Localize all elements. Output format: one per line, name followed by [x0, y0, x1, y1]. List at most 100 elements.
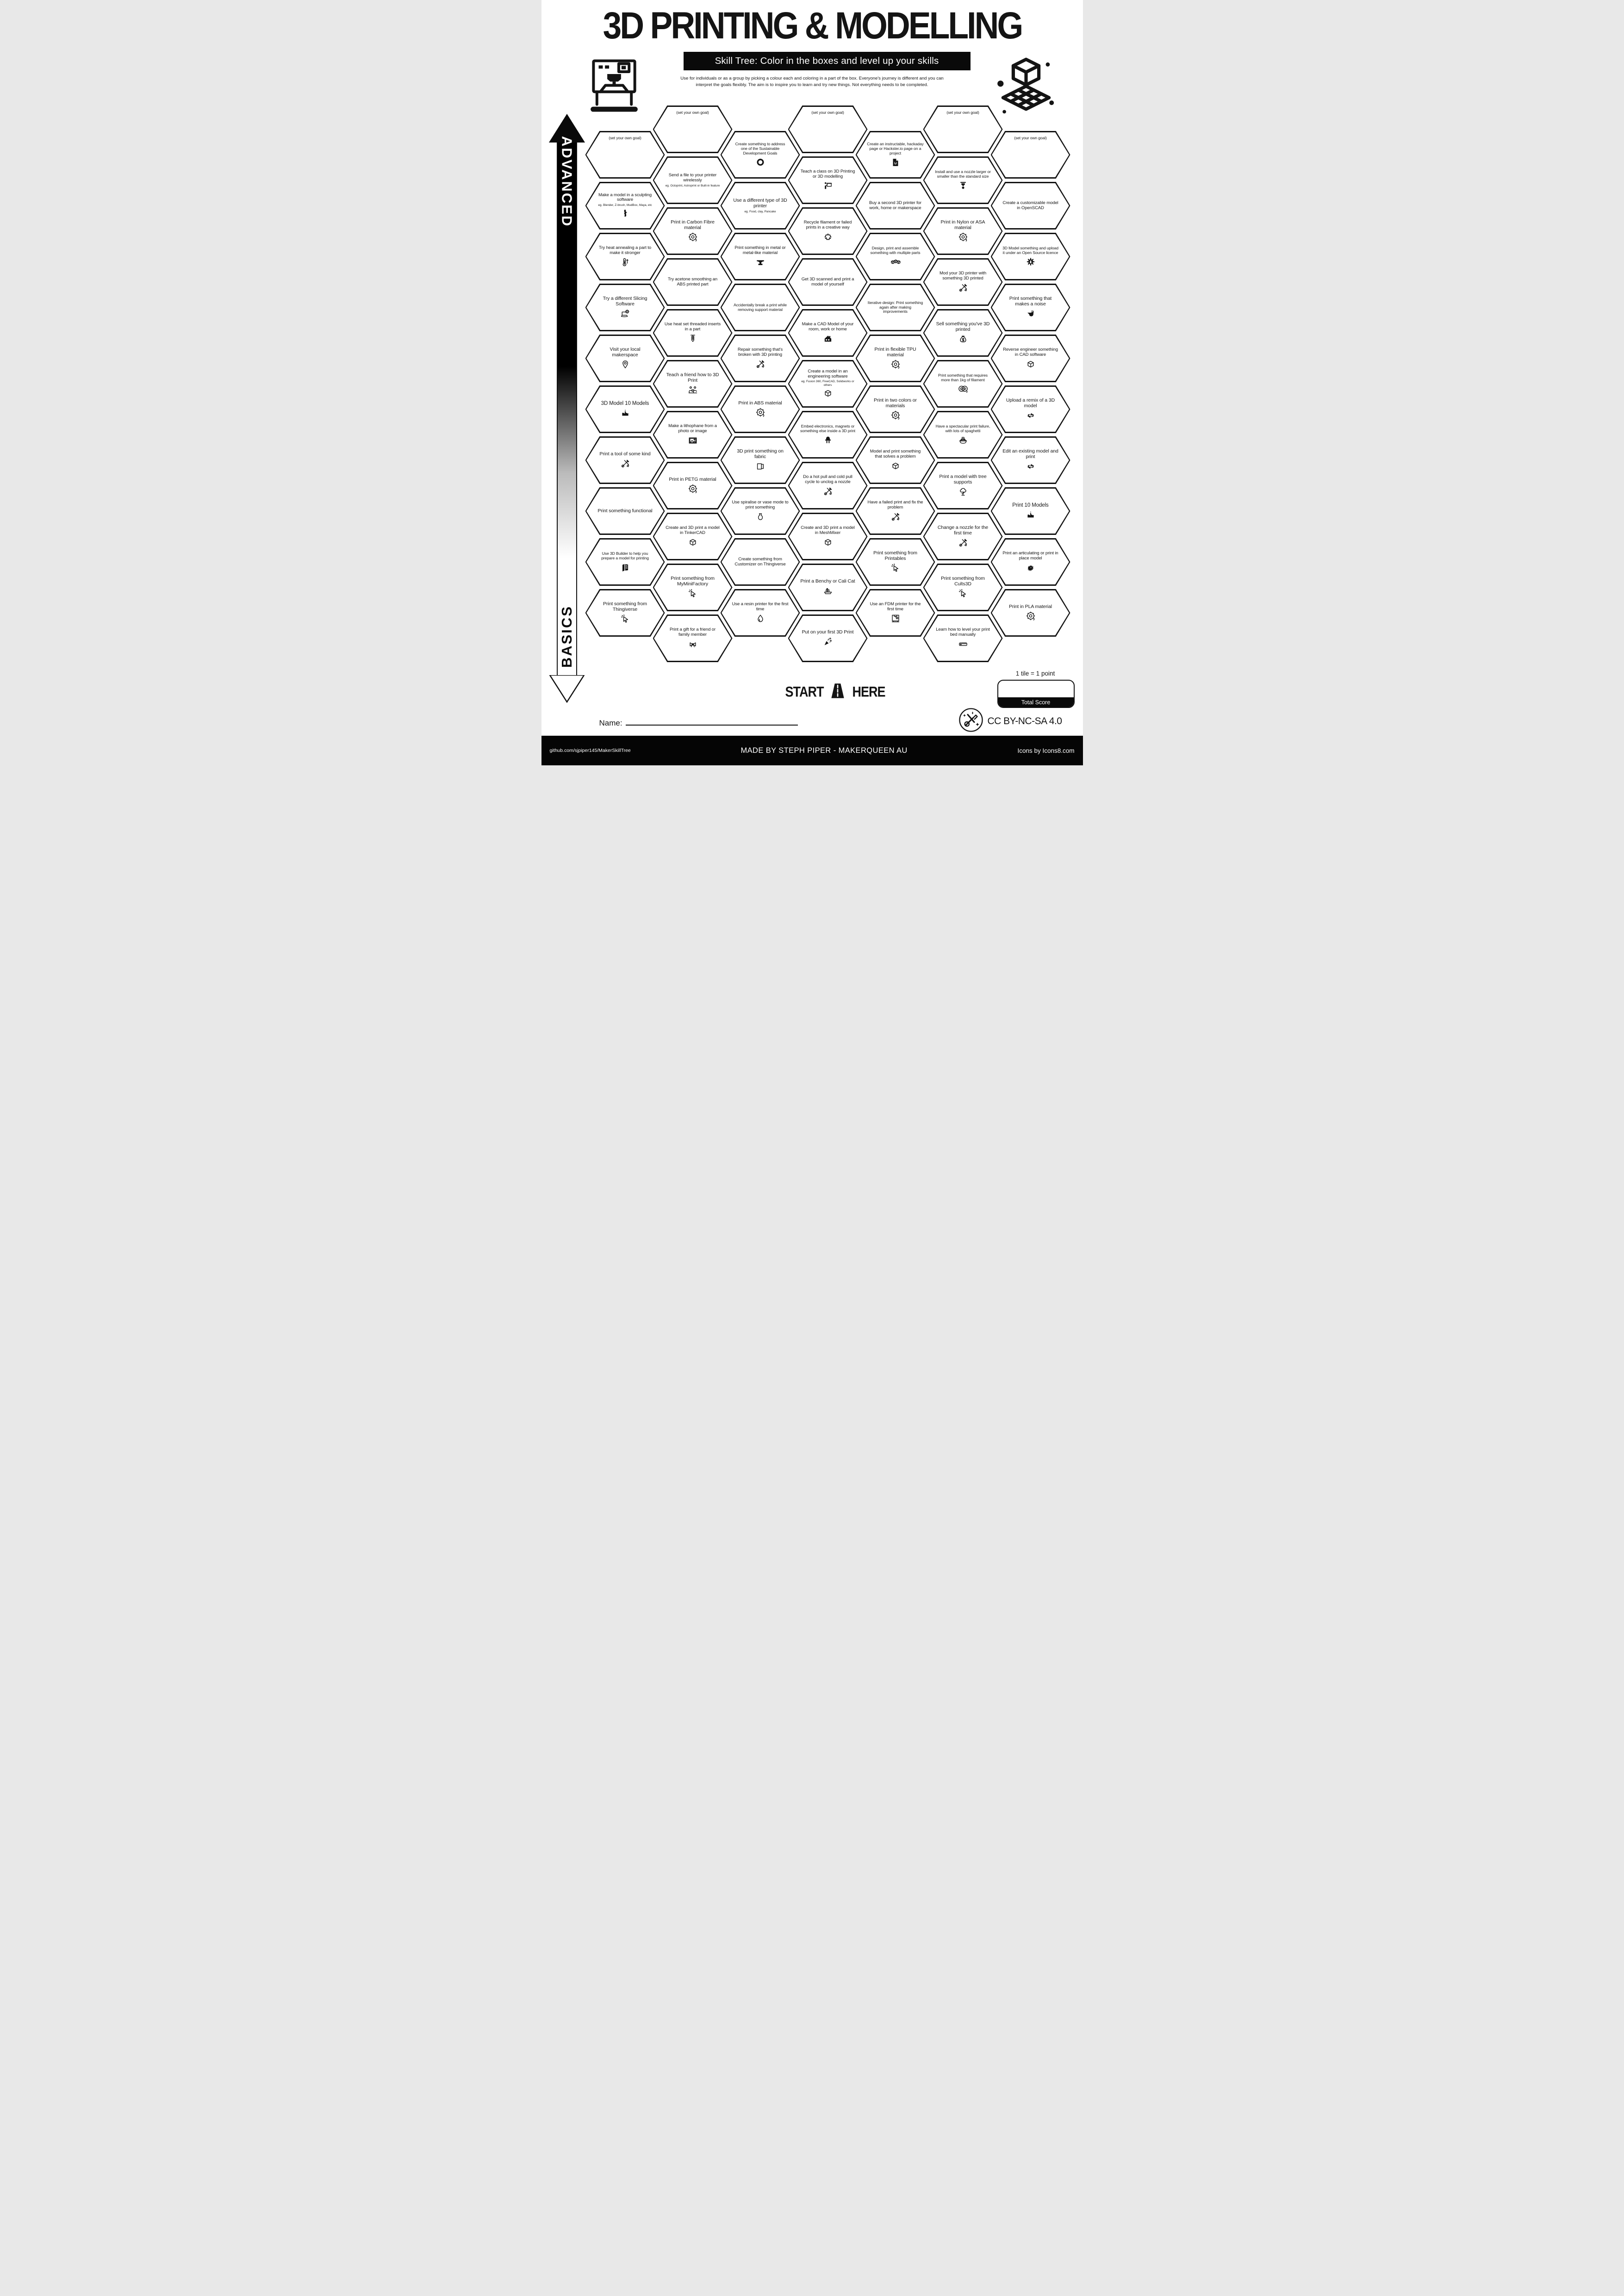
hex-tile[interactable]: Print a gift for a friend or family memb… — [653, 614, 733, 662]
hex-label: Use spiralise or vase mode to print some… — [732, 500, 789, 510]
hex-tile[interactable]: Create and 3D print a model in MeshMixer — [788, 513, 868, 560]
hex-tile[interactable]: Get 3D scanned and print a model of your… — [788, 258, 868, 306]
hex-tile[interactable]: Print something from MyMiniFactory — [653, 564, 733, 611]
hex-tile[interactable]: Teach a class on 3D Printing or 3D model… — [788, 156, 868, 204]
hex-tile[interactable]: Sell something you've 3D printed — [923, 309, 1003, 357]
hex-tile[interactable]: Make a model in a sculpting software eg. … — [585, 182, 665, 230]
hex-tile[interactable]: (set your own goal) — [653, 105, 733, 153]
hex-label: Try heat annealing a part to make it str… — [598, 245, 652, 255]
hex-tile[interactable]: Recycle filament or failed prints in a c… — [788, 207, 868, 255]
total-score-box[interactable]: Total Score — [997, 680, 1075, 708]
hex-tile[interactable]: Print a model with tree supports — [923, 462, 1003, 509]
hex-tile[interactable]: Create something from Customizer on Thin… — [720, 538, 800, 586]
tools-crossed-icon — [890, 512, 902, 522]
hex-tile[interactable]: Create an instructable, hackaday page or… — [855, 131, 935, 179]
hex-tile[interactable]: Use heat set threaded inserts in a part — [653, 309, 733, 357]
hex-tile[interactable]: 3D Model 10 Models — [585, 385, 665, 433]
hex-tile[interactable]: Print 10 Models — [990, 487, 1070, 535]
hex-tile[interactable]: Print in PETG material — [653, 462, 733, 509]
hex-label: 3D Model 10 Models — [601, 400, 649, 406]
hex-tile[interactable]: Have a spectacular print failure, with l… — [923, 411, 1003, 459]
hex-label: Edit an existing model and print — [1002, 448, 1058, 459]
hex-tile[interactable]: Change a nozzle for the first time — [923, 513, 1003, 560]
hex-tile[interactable]: Print in PLA material — [990, 589, 1070, 637]
hex-tile[interactable]: Print in two colors or materials — [855, 385, 935, 433]
hex-tile[interactable]: Print in flexible TPU material — [855, 335, 935, 382]
hex-tile[interactable]: Print a Benchy or Cali Cat — [788, 564, 868, 611]
hex-tile[interactable]: (set your own goal) — [990, 131, 1070, 179]
open-source-gear-icon — [1025, 257, 1037, 267]
footer-github: github.com/sjpiper145/MakerSkillTree — [549, 748, 631, 753]
hex-tile[interactable]: Have a failed print and fix the problem — [855, 487, 935, 535]
hex-label: Print something that requires more than … — [938, 373, 988, 382]
hex-tile[interactable]: 3D print something on fabric — [720, 436, 800, 484]
hex-tile[interactable]: Make a CAD Model of your room, work or h… — [788, 309, 868, 357]
hex-tile[interactable]: Mod your 3D printer with something 3D pr… — [923, 258, 1003, 306]
hex-tile[interactable]: Try acetone smoothing an ABS printed par… — [653, 258, 733, 306]
advanced-label: ADVANCED — [559, 136, 575, 228]
heat-insert-screw-icon — [687, 334, 699, 344]
hex-tile[interactable]: Use spiralise or vase mode to print some… — [720, 487, 800, 535]
hex-label: Print in Carbon Fibre material — [671, 219, 715, 230]
maker-logo-icon — [958, 707, 984, 736]
hex-tile[interactable]: Print something from Cults3D — [923, 564, 1003, 611]
hex-tile[interactable]: Upload a remix of a 3D model — [990, 385, 1070, 433]
hex-label: Use heat set threaded inserts in a part — [664, 322, 721, 332]
hex-tile[interactable]: Make a lithophane from a photo or image — [653, 411, 733, 459]
hex-tile[interactable]: Create a customizable model in OpenSCAD — [990, 182, 1070, 230]
hex-tile[interactable]: Try a different Slicing Software — [585, 284, 665, 331]
hex-tile[interactable]: Reverse engineer something in CAD softwa… — [990, 335, 1070, 382]
hex-tile[interactable]: Model and print something that solves a … — [855, 436, 935, 484]
hex-label: Print something that makes a noise — [1009, 296, 1052, 307]
hex-tile[interactable]: 3D Model something and upload it under a… — [990, 233, 1070, 280]
hex-tile[interactable]: Iterative design: Print something again … — [855, 284, 935, 331]
hex-tile[interactable]: Do a hot pull and cold pull cycle to unc… — [788, 462, 868, 509]
hex-tile[interactable]: Print something functional — [585, 487, 665, 535]
cube-3d-icon — [687, 537, 699, 547]
hex-tile[interactable]: Repair something that's broken with 3D p… — [720, 335, 800, 382]
hex-tile[interactable]: (set your own goal) — [585, 131, 665, 179]
hex-tile[interactable]: Send a file to your printer wirelessly eg… — [653, 156, 733, 204]
hex-tile[interactable]: Teach a friend how to 3D Print — [653, 360, 733, 408]
hex-tile[interactable]: Print in Carbon Fibre material — [653, 207, 733, 255]
hex-tile[interactable]: Print in ABS material — [720, 385, 800, 433]
hex-tile[interactable]: Use a resin printer for the first time — [720, 589, 800, 637]
subtitle-banner: Skill Tree: Color in the boxes and level… — [683, 52, 971, 70]
filament-spool-icon — [957, 232, 969, 242]
hex-tile[interactable]: Create a model in an engineering softwar… — [788, 360, 868, 408]
hex-tile[interactable]: Print something that requires more than … — [923, 360, 1003, 408]
hex-tile[interactable]: Use 3D Builder to help you prepare a mod… — [585, 538, 665, 586]
hex-tile[interactable]: Use a different type of 3D printer eg. Fo… — [720, 182, 800, 230]
hex-label: Iterative design: Print something again … — [867, 300, 923, 314]
hex-tile[interactable]: (set your own goal) — [788, 105, 868, 153]
hex-tile[interactable]: Design, print and assemble something wit… — [855, 233, 935, 280]
hex-tile[interactable]: Print something from Printables — [855, 538, 935, 586]
hex-tile[interactable]: Accidentally break a print while removin… — [720, 284, 800, 331]
name-input-line[interactable] — [625, 718, 798, 726]
hex-tile[interactable]: Learn how to level your print bed manual… — [923, 614, 1003, 662]
hex-tile[interactable]: Embed electronics, magnets or something … — [788, 411, 868, 459]
hex-label: Design, print and assemble something wit… — [870, 246, 921, 255]
hex-tile[interactable]: (set your own goal) — [923, 105, 1003, 153]
hex-label: Print something from Thingiverse — [603, 601, 647, 612]
hex-tile[interactable]: Create something to address one of the S… — [720, 131, 800, 179]
filament-spool-icon — [687, 484, 699, 494]
hex-tile[interactable]: Print an articulating or print in place … — [990, 538, 1070, 586]
hex-tile[interactable]: Edit an existing model and print — [990, 436, 1070, 484]
hex-tile[interactable]: Buy a second 3D printer for work, home o… — [855, 182, 935, 230]
hex-label: Embed electronics, magnets or something … — [800, 424, 856, 433]
hex-tile[interactable]: Print a tool of some kind — [585, 436, 665, 484]
hex-tile[interactable]: Print something from Thingiverse — [585, 589, 665, 637]
hex-label: Reverse engineer something in CAD softwa… — [1003, 347, 1058, 357]
hex-tile[interactable]: Install and use a nozzle larger or small… — [923, 156, 1003, 204]
hex-tile[interactable]: Print in Nylon or ASA material — [923, 207, 1003, 255]
hex-tile[interactable]: Create and 3D print a model in TinkerCAD — [653, 513, 733, 560]
hex-tile[interactable]: Put on your first 3D Print — [788, 614, 868, 662]
hex-tile[interactable]: Use an FDM printer for the first time — [855, 589, 935, 637]
hex-label: Try acetone smoothing an ABS printed par… — [667, 276, 718, 287]
photo-frame-icon — [687, 435, 699, 446]
hex-tile[interactable]: Try heat annealing a part to make it str… — [585, 233, 665, 280]
hex-tile[interactable]: Print something in metal or metal-like m… — [720, 233, 800, 280]
hex-tile[interactable]: Visit your local makerspace — [585, 335, 665, 382]
hex-tile[interactable]: Print something that makes a noise — [990, 284, 1070, 331]
